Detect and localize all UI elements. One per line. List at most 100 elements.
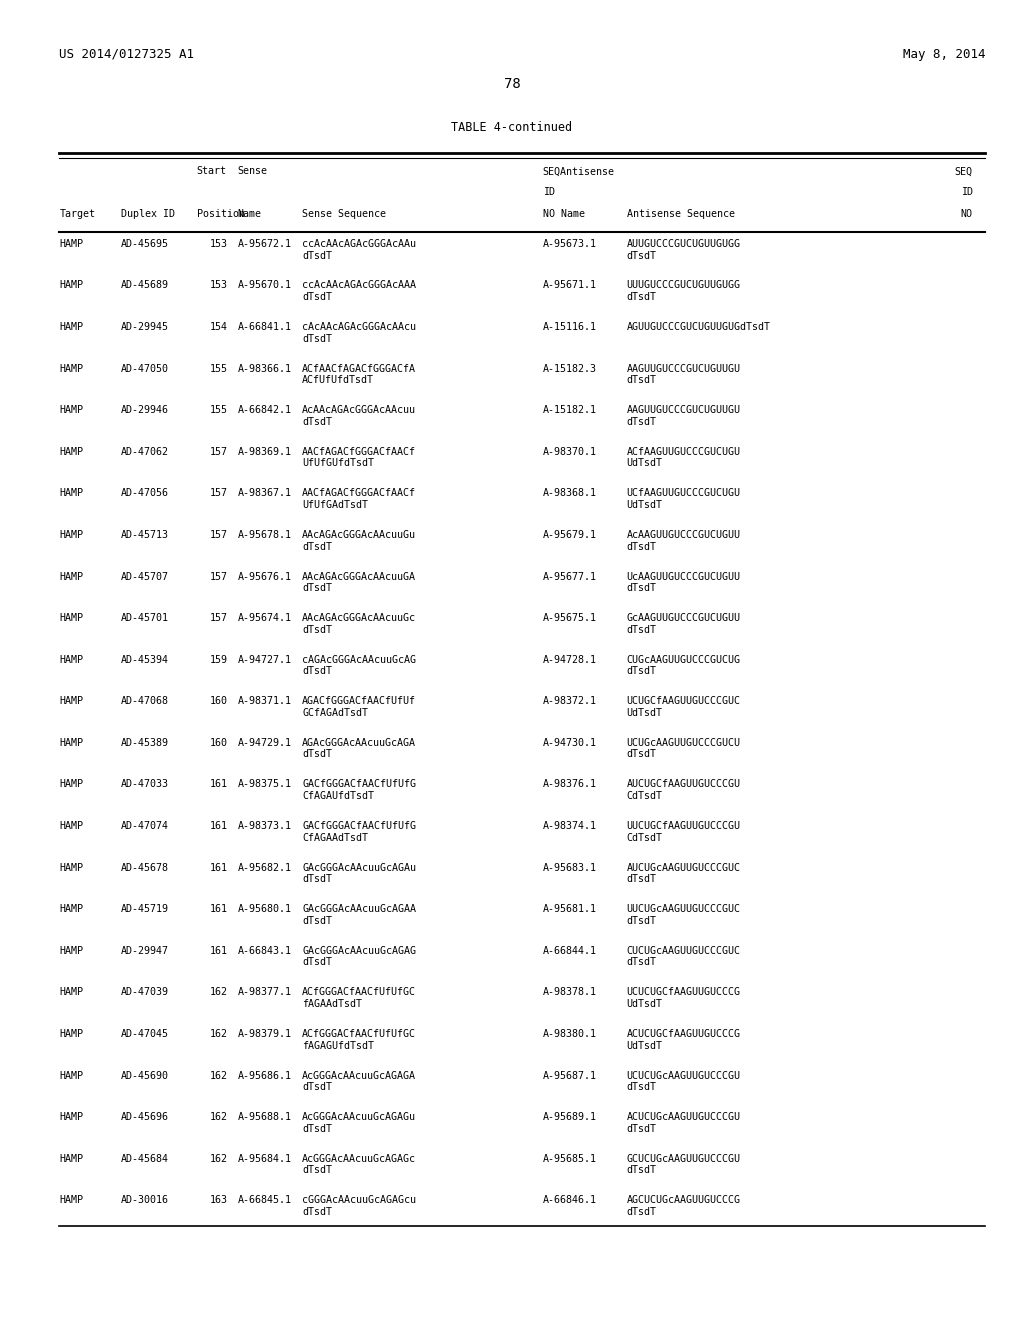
Text: AD-47033: AD-47033 [121,779,169,789]
Text: HAMP: HAMP [59,696,83,706]
Text: ccAcAAcAGAcGGGAcAAA
dTsdT: ccAcAAcAGAcGGGAcAAA dTsdT [302,281,416,302]
Text: A-95685.1: A-95685.1 [543,1154,597,1164]
Text: AAGUUGUCCCGUCUGUUGU
dTsdT: AAGUUGUCCCGUCUGUUGU dTsdT [627,405,740,426]
Text: A-95680.1: A-95680.1 [238,904,292,915]
Text: A-15182.1: A-15182.1 [543,405,597,416]
Text: GACfGGGACfAACfUfUfG
CfAGAUfdTsdT: GACfGGGACfAACfUfUfG CfAGAUfdTsdT [302,779,416,801]
Text: AD-30016: AD-30016 [121,1195,169,1205]
Text: AD-45707: AD-45707 [121,572,169,582]
Text: AD-29946: AD-29946 [121,405,169,416]
Text: A-95670.1: A-95670.1 [238,281,292,290]
Text: ACfGGGACfAACfUfUfGC
fAGAAdTsdT: ACfGGGACfAACfUfUfGC fAGAAdTsdT [302,987,416,1008]
Text: 161: 161 [209,862,227,873]
Text: ID: ID [543,187,555,198]
Text: GCUCUGcAAGUUGUCCCGU
dTsdT: GCUCUGcAAGUUGUCCCGU dTsdT [627,1154,740,1175]
Text: AD-47074: AD-47074 [121,821,169,832]
Text: A-98374.1: A-98374.1 [543,821,597,832]
Text: 160: 160 [209,738,227,748]
Text: AACfAGACfGGGACfAACf
UfUfGUfdTsdT: AACfAGACfGGGACfAACf UfUfGUfdTsdT [302,446,416,469]
Text: HAMP: HAMP [59,945,83,956]
Text: A-98376.1: A-98376.1 [543,779,597,789]
Text: AD-29947: AD-29947 [121,945,169,956]
Text: cGGGAcAAcuuGcAGAGcu
dTsdT: cGGGAcAAcuuGcAGAGcu dTsdT [302,1195,416,1217]
Text: 162: 162 [209,1028,227,1039]
Text: 159: 159 [209,655,227,665]
Text: HAMP: HAMP [59,1154,83,1164]
Text: AD-29945: AD-29945 [121,322,169,333]
Text: A-94729.1: A-94729.1 [238,738,292,748]
Text: A-95675.1: A-95675.1 [543,612,597,623]
Text: A-98366.1: A-98366.1 [238,363,292,374]
Text: 161: 161 [209,945,227,956]
Text: ACfAAGUUGUCCCGUCUGU
UdTsdT: ACfAAGUUGUCCCGUCUGU UdTsdT [627,446,740,469]
Text: SEQ: SEQ [954,166,973,177]
Text: A-66845.1: A-66845.1 [238,1195,292,1205]
Text: AGACfGGGACfAACfUfUf
GCfAGAdTsdT: AGACfGGGACfAACfUfUf GCfAGAdTsdT [302,696,416,718]
Text: UCfAAGUUGUCCCGUCUGU
UdTsdT: UCfAAGUUGUCCCGUCUGU UdTsdT [627,488,740,510]
Text: 153: 153 [209,239,227,249]
Text: HAMP: HAMP [59,488,83,499]
Text: A-95681.1: A-95681.1 [543,904,597,915]
Text: HAMP: HAMP [59,1071,83,1081]
Text: A-94730.1: A-94730.1 [543,738,597,748]
Text: GcAAGUUGUCCCGUCUGUU
dTsdT: GcAAGUUGUCCCGUCUGUU dTsdT [627,612,740,635]
Text: 161: 161 [209,904,227,915]
Text: ccAcAAcAGAcGGGAcAAu
dTsdT: ccAcAAcAGAcGGGAcAAu dTsdT [302,239,416,260]
Text: UCUCUGCfAAGUUGUCCCG
UdTsdT: UCUCUGCfAAGUUGUCCCG UdTsdT [627,987,740,1008]
Text: Start: Start [197,166,226,177]
Text: A-66844.1: A-66844.1 [543,945,597,956]
Text: AD-45719: AD-45719 [121,904,169,915]
Text: A-95684.1: A-95684.1 [238,1154,292,1164]
Text: Antisense Sequence: Antisense Sequence [627,209,734,219]
Text: A-98367.1: A-98367.1 [238,488,292,499]
Text: ACfGGGACfAACfUfUfGC
fAGAGUfdTsdT: ACfGGGACfAACfUfUfGC fAGAGUfdTsdT [302,1028,416,1051]
Text: HAMP: HAMP [59,612,83,623]
Text: AGUUGUCCCGUCUGUUGUGdTsdT: AGUUGUCCCGUCUGUUGUGdTsdT [627,322,771,333]
Text: GACfGGGACfAACfUfUfG
CfAGAAdTsdT: GACfGGGACfAACfUfUfG CfAGAAdTsdT [302,821,416,842]
Text: AcGGGAcAAcuuGcAGAGA
dTsdT: AcGGGAcAAcuuGcAGAGA dTsdT [302,1071,416,1092]
Text: A-98373.1: A-98373.1 [238,821,292,832]
Text: A-95671.1: A-95671.1 [543,281,597,290]
Text: A-98380.1: A-98380.1 [543,1028,597,1039]
Text: A-95686.1: A-95686.1 [238,1071,292,1081]
Text: HAMP: HAMP [59,821,83,832]
Text: AD-45394: AD-45394 [121,655,169,665]
Text: 161: 161 [209,821,227,832]
Text: AD-45689: AD-45689 [121,281,169,290]
Text: A-95676.1: A-95676.1 [238,572,292,582]
Text: A-98379.1: A-98379.1 [238,1028,292,1039]
Text: AD-47068: AD-47068 [121,696,169,706]
Text: HAMP: HAMP [59,363,83,374]
Text: AD-45678: AD-45678 [121,862,169,873]
Text: A-98369.1: A-98369.1 [238,446,292,457]
Text: A-66846.1: A-66846.1 [543,1195,597,1205]
Text: HAMP: HAMP [59,655,83,665]
Text: 160: 160 [209,696,227,706]
Text: UCUGcAAGUUGUCCCGUCU
dTsdT: UCUGcAAGUUGUCCCGUCU dTsdT [627,738,740,759]
Text: ID: ID [961,187,973,198]
Text: GAcGGGAcAAcuuGcAGAu
dTsdT: GAcGGGAcAAcuuGcAGAu dTsdT [302,862,416,884]
Text: CUGcAAGUUGUCCCGUCUG
dTsdT: CUGcAAGUUGUCCCGUCUG dTsdT [627,655,740,676]
Text: UCUCUGcAAGUUGUCCCGU
dTsdT: UCUCUGcAAGUUGUCCCGU dTsdT [627,1071,740,1092]
Text: A-66842.1: A-66842.1 [238,405,292,416]
Text: HAMP: HAMP [59,738,83,748]
Text: A-94727.1: A-94727.1 [238,655,292,665]
Text: UUCUGcAAGUUGUCCCGUC
dTsdT: UUCUGcAAGUUGUCCCGUC dTsdT [627,904,740,925]
Text: A-15116.1: A-15116.1 [543,322,597,333]
Text: UUUGUCCCGUCUGUUGUGG
dTsdT: UUUGUCCCGUCUGUUGUGG dTsdT [627,281,740,302]
Text: A-95674.1: A-95674.1 [238,612,292,623]
Text: AcAAcAGAcGGGAcAAcuu
dTsdT: AcAAcAGAcGGGAcAAcuu dTsdT [302,405,416,426]
Text: HAMP: HAMP [59,1195,83,1205]
Text: AD-47062: AD-47062 [121,446,169,457]
Text: 162: 162 [209,987,227,998]
Text: 161: 161 [209,779,227,789]
Text: AD-47050: AD-47050 [121,363,169,374]
Text: A-98368.1: A-98368.1 [543,488,597,499]
Text: A-66843.1: A-66843.1 [238,945,292,956]
Text: A-98375.1: A-98375.1 [238,779,292,789]
Text: 153: 153 [209,281,227,290]
Text: HAMP: HAMP [59,529,83,540]
Text: AUCUGcAAGUUGUCCCGUC
dTsdT: AUCUGcAAGUUGUCCCGUC dTsdT [627,862,740,884]
Text: A-95687.1: A-95687.1 [543,1071,597,1081]
Text: 157: 157 [209,612,227,623]
